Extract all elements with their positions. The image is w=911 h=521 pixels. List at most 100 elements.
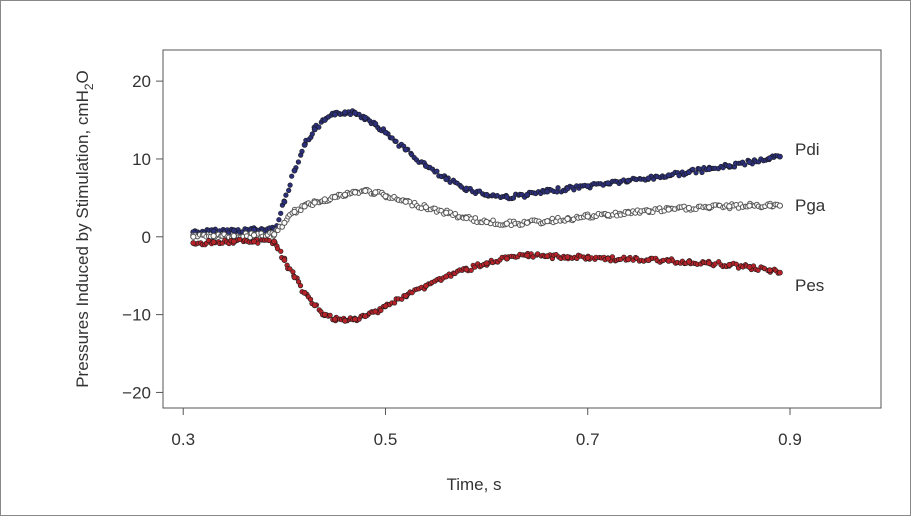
data-point-pga — [362, 187, 369, 194]
y-tick-label: −10 — [122, 306, 151, 325]
data-point-pdi — [230, 227, 237, 234]
trace-dot — [733, 261, 739, 267]
data-point-pga — [210, 232, 217, 240]
series-labels: Pdi Pga Pes — [795, 140, 826, 295]
trace-dot — [316, 124, 322, 130]
data-point-pes — [584, 254, 591, 261]
series-pes — [190, 236, 783, 324]
data-point-pdi — [625, 177, 632, 184]
data-point-pga — [230, 232, 237, 240]
data-point-pdi — [311, 126, 318, 133]
series-pga — [190, 186, 784, 241]
data-point-pga — [352, 189, 359, 196]
data-point-pdi — [382, 129, 389, 136]
data-point-pga — [402, 198, 409, 205]
x-tick-label: 0.9 — [778, 430, 802, 449]
trace-dot — [378, 307, 384, 314]
data-point-pdi — [483, 191, 490, 198]
data-point-pga — [524, 219, 531, 226]
data-point-pga — [685, 204, 693, 212]
y-axis-title-o: O — [73, 70, 92, 83]
data-point-pdi — [686, 169, 692, 176]
data-point-pes — [503, 255, 510, 262]
data-point-pes — [251, 238, 257, 245]
data-point-pes — [190, 240, 197, 246]
trace-dot — [287, 182, 293, 188]
data-point-pes — [311, 302, 318, 309]
data-point-pes — [210, 239, 217, 246]
data-point-pga — [301, 203, 308, 210]
trace-dot — [295, 159, 302, 165]
trace-dot — [327, 312, 333, 318]
data-point-pga — [726, 203, 733, 210]
data-point-pes — [362, 313, 369, 320]
data-point-pes — [645, 257, 652, 263]
data-point-pes — [524, 252, 530, 259]
data-point-pdi — [331, 111, 338, 118]
data-point-pes — [352, 316, 358, 323]
series-label-pes: Pes — [795, 276, 824, 295]
data-point-pga — [564, 215, 571, 222]
data-point-pga — [271, 231, 278, 238]
data-point-pga — [544, 218, 551, 225]
data-point-pdi — [291, 167, 298, 174]
y-tick-label: 0 — [142, 228, 151, 247]
trace-dot — [283, 192, 289, 198]
data-point-pga — [422, 204, 429, 211]
data-point-pdi — [301, 141, 308, 148]
trace-dot — [510, 195, 517, 201]
data-point-pdi — [777, 153, 783, 160]
data-point-pga — [291, 208, 298, 215]
data-point-pga — [625, 209, 632, 216]
data-point-pdi — [665, 172, 672, 179]
data-point-pes — [665, 257, 672, 264]
data-point-pdi — [564, 185, 571, 192]
trace-dot — [298, 207, 304, 214]
trace-dot — [278, 248, 284, 254]
data-point-pes — [544, 253, 551, 260]
data-point-pdi — [524, 191, 530, 198]
x-tick-label: 0.3 — [171, 430, 195, 449]
data-point-pga — [483, 218, 490, 226]
data-point-pga — [766, 202, 773, 209]
trace-dot — [699, 169, 705, 175]
data-point-pga — [604, 211, 612, 219]
trace-dot — [696, 166, 703, 172]
data-point-pes — [301, 289, 308, 296]
data-point-pga — [645, 208, 652, 215]
data-point-pdi — [352, 110, 358, 116]
data-point-pes — [686, 258, 692, 265]
data-point-pes — [321, 311, 328, 318]
data-point-pga — [584, 213, 591, 220]
y-tick-label: 20 — [132, 72, 151, 91]
trace-dot — [693, 170, 699, 176]
data-point-pga — [190, 233, 197, 240]
trace-dot — [690, 166, 696, 172]
x-tick-label: 0.7 — [576, 430, 600, 449]
data-point-pdi — [281, 198, 288, 205]
data-point-pga — [281, 219, 288, 226]
y-axis-title: Pressures Induced by Stimulation, cmH2O — [73, 70, 96, 388]
trace-dot — [676, 173, 682, 179]
data-point-pga — [331, 194, 338, 201]
data-point-pdi — [584, 183, 591, 190]
data-point-pga — [341, 191, 349, 198]
data-point-pga — [463, 215, 470, 222]
trace-dot — [278, 210, 284, 216]
data-point-pes — [463, 266, 470, 273]
data-point-pes — [726, 261, 733, 268]
data-point-pes — [230, 238, 237, 245]
data-point-pdi — [645, 175, 652, 182]
data-point-pes — [706, 260, 712, 267]
data-point-pga — [503, 220, 510, 227]
data-point-pes — [443, 273, 450, 280]
data-point-pdi — [766, 155, 773, 162]
x-tick-label: 0.5 — [374, 430, 398, 449]
data-point-pga — [250, 232, 258, 239]
data-point-pes — [766, 267, 773, 274]
trace-dot — [742, 162, 748, 168]
data-point-pes — [625, 256, 632, 263]
data-point-pes — [746, 264, 753, 270]
data-point-pes — [331, 316, 338, 323]
